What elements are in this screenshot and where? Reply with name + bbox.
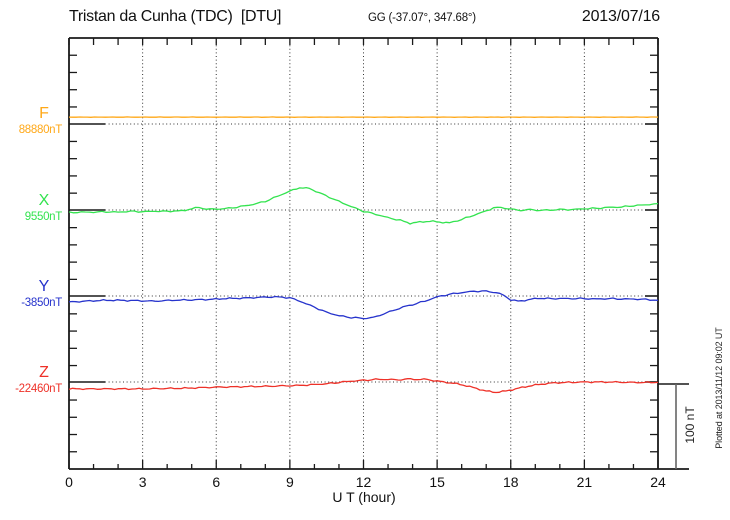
component-baseline-Y: -3850nT — [21, 297, 62, 309]
x-tick-label-15: 15 — [429, 474, 445, 490]
plot-frame — [68, 37, 689, 470]
plot-date: 2013/07/16 — [581, 8, 660, 25]
scale-bar — [658, 383, 689, 469]
x-tick-label-12: 12 — [355, 474, 372, 490]
y-axis-ticks — [69, 54, 658, 453]
baseline-gridlines — [69, 123, 658, 383]
trace-Y — [68, 290, 659, 320]
component-baseline-F: 88880nT — [18, 124, 63, 136]
vertical-gridlines — [142, 38, 585, 469]
station-title: Tristan da Cunha (TDC) [DTU] — [69, 8, 282, 25]
scalebar-label: 100 nT — [683, 406, 697, 444]
x-tick-label-6: 6 — [212, 474, 221, 490]
component-letter-Z: Z — [39, 364, 49, 381]
component-letter-X: X — [38, 192, 50, 209]
traces — [68, 116, 659, 394]
x-tick-label-21: 21 — [576, 474, 593, 490]
trace-X — [68, 186, 659, 225]
component-letter-Y: Y — [38, 278, 50, 295]
plotted-at-note: Plotted at 2013/11/12 09:02 UT — [714, 327, 724, 449]
component-baseline-X: 9550nT — [24, 211, 63, 223]
x-axis-ticks — [68, 38, 659, 469]
component-baseline-Z: -22460nT — [15, 383, 62, 395]
x-tick-label-9: 9 — [285, 474, 294, 490]
component-letter-F: F — [39, 105, 49, 122]
x-tick-label-0: 0 — [65, 474, 73, 490]
x-tick-label-3: 3 — [138, 474, 147, 490]
x-axis-label: U T (hour) — [332, 489, 396, 505]
station-coordinates: GG (-37.07°, 347.68°) — [368, 12, 476, 24]
x-tick-label-18: 18 — [502, 474, 519, 490]
x-tick-label-24: 24 — [650, 474, 666, 490]
trace-Z — [68, 378, 659, 394]
